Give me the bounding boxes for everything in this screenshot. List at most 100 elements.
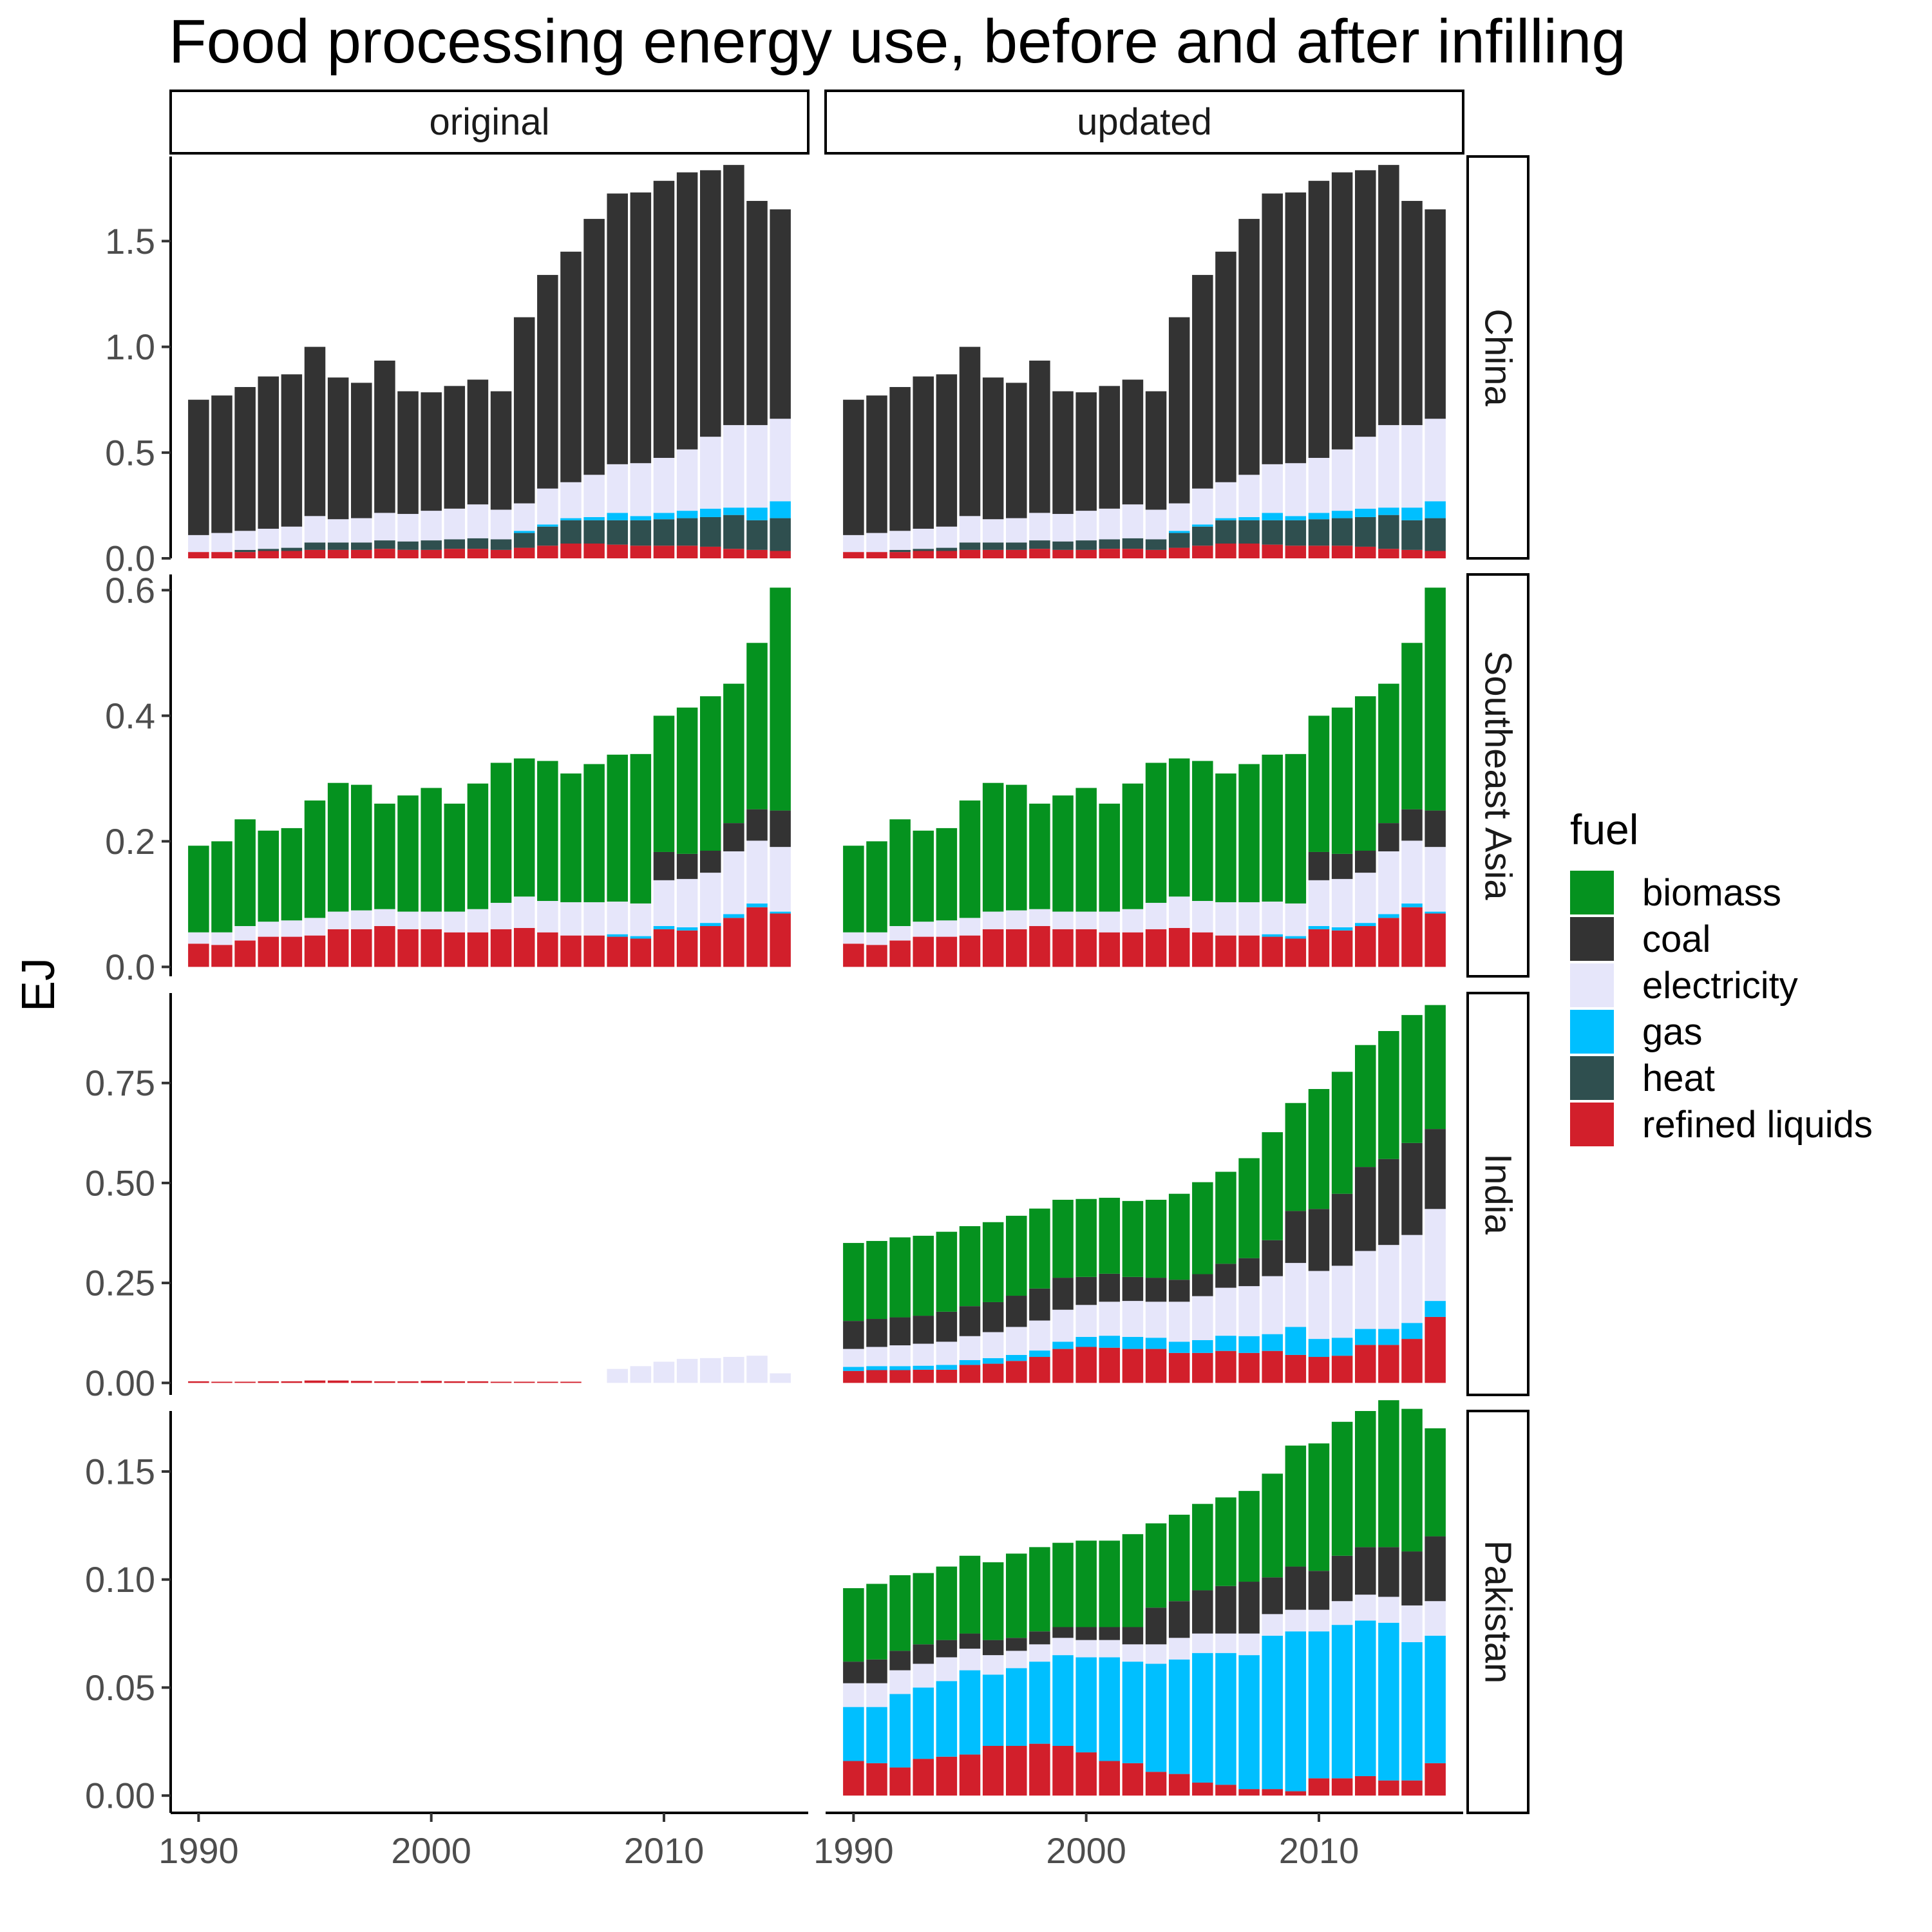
bar-biomass-1990 bbox=[843, 846, 864, 933]
bar-coal-2015 bbox=[1425, 209, 1446, 419]
bar-refined-liquids-1995 bbox=[304, 549, 326, 558]
bar-refined-liquids-2002 bbox=[467, 1381, 489, 1383]
bar-refined-liquids-2002 bbox=[1122, 1349, 1144, 1383]
bar-heat-1992 bbox=[889, 549, 911, 553]
bar-heat-2011 bbox=[676, 518, 698, 546]
bar-electricity-2009 bbox=[1285, 463, 1307, 516]
bar-gas-2014 bbox=[1401, 1642, 1423, 1781]
bar-gas-2001 bbox=[1099, 1657, 1121, 1761]
bar-electricity-2015 bbox=[1425, 847, 1446, 912]
bar-refined-liquids-2008 bbox=[1262, 1789, 1283, 1796]
bar-gas-2003 bbox=[1145, 1663, 1167, 1772]
bar-coal-2001 bbox=[1099, 386, 1121, 509]
bar-coal-1995 bbox=[959, 1633, 981, 1649]
bar-biomass-1991 bbox=[866, 841, 887, 933]
facet-strip-china bbox=[1466, 155, 1530, 560]
bar-refined-liquids-2015 bbox=[1425, 1763, 1446, 1796]
bar-heat-2002 bbox=[1122, 538, 1144, 549]
bar-refined-liquids-2008 bbox=[607, 936, 628, 967]
bar-electricity-2015 bbox=[770, 419, 791, 502]
legend-item-coal: coal bbox=[1570, 916, 1873, 962]
bar-biomass-1995 bbox=[304, 800, 326, 918]
bar-electricity-2010 bbox=[1308, 1271, 1330, 1340]
bar-coal-2013 bbox=[1378, 1159, 1399, 1245]
bar-coal-1994 bbox=[936, 1311, 958, 1342]
bar-refined-liquids-1999 bbox=[1052, 929, 1074, 967]
bar-gas-2010 bbox=[653, 513, 675, 520]
bar-refined-liquids-2007 bbox=[1238, 1789, 1260, 1796]
bar-electricity-1995 bbox=[959, 1336, 981, 1360]
bar-refined-liquids-1995 bbox=[959, 935, 981, 967]
bar-electricity-2002 bbox=[1122, 1644, 1144, 1662]
bar-electricity-2003 bbox=[490, 509, 512, 540]
bar-refined-liquids-2008 bbox=[1262, 1350, 1283, 1383]
bar-gas-1991 bbox=[866, 1707, 887, 1763]
bar-gas-2014 bbox=[1401, 507, 1423, 520]
bar-refined-liquids-2014 bbox=[746, 549, 768, 558]
bar-coal-2003 bbox=[1145, 1278, 1167, 1302]
bar-biomass-1997 bbox=[1006, 784, 1027, 911]
bar-electricity-2005 bbox=[1192, 1633, 1213, 1653]
bar-gas-2011 bbox=[676, 511, 698, 518]
bar-refined-liquids-2014 bbox=[1401, 1780, 1423, 1796]
bar-electricity-2001 bbox=[1099, 1640, 1121, 1658]
bar-refined-liquids-2012 bbox=[699, 926, 721, 967]
bar-refined-liquids-1995 bbox=[304, 1380, 326, 1383]
bar-biomass-2008 bbox=[1262, 754, 1283, 902]
bar-coal-2014 bbox=[1401, 1551, 1423, 1605]
bar-gas-2011 bbox=[1331, 511, 1353, 518]
bar-heat-1993 bbox=[913, 549, 934, 551]
bar-refined-liquids-2000 bbox=[1075, 549, 1097, 558]
bar-refined-liquids-1999 bbox=[1052, 1349, 1074, 1383]
bar-gas-2015 bbox=[1425, 1635, 1446, 1763]
bar-biomass-2001 bbox=[1099, 1197, 1121, 1274]
bar-gas-2004 bbox=[1168, 531, 1190, 533]
bar-biomass-2003 bbox=[490, 762, 512, 903]
bar-coal-1999 bbox=[1052, 1627, 1074, 1638]
bar-biomass-2013 bbox=[1378, 1030, 1399, 1159]
bar-biomass-2002 bbox=[1122, 1200, 1144, 1277]
bar-gas-2010 bbox=[1308, 513, 1330, 520]
facet-strip-pakistan bbox=[1466, 1410, 1530, 1814]
bar-electricity-2012 bbox=[1354, 437, 1376, 509]
bar-coal-2015 bbox=[1425, 810, 1446, 848]
bar-coal-2004 bbox=[1168, 317, 1190, 504]
bar-coal-2000 bbox=[1075, 392, 1097, 511]
bar-electricity-2004 bbox=[513, 896, 535, 928]
bar-electricity-2011 bbox=[676, 449, 698, 511]
bar-gas-2013 bbox=[723, 914, 744, 918]
bar-electricity-1995 bbox=[959, 918, 981, 936]
bar-refined-liquids-2007 bbox=[1238, 1352, 1260, 1383]
bar-heat-2009 bbox=[630, 520, 652, 546]
bar-refined-liquids-2011 bbox=[1331, 1356, 1353, 1383]
bar-refined-liquids-1991 bbox=[866, 552, 887, 558]
bar-gas-2014 bbox=[1401, 903, 1423, 907]
bar-biomass-1998 bbox=[1029, 1547, 1050, 1632]
bar-refined-liquids-2001 bbox=[1099, 932, 1121, 967]
bar-gas-1993 bbox=[913, 1365, 934, 1370]
bar-refined-liquids-2015 bbox=[1425, 1316, 1446, 1383]
bar-refined-liquids-2005 bbox=[537, 545, 558, 558]
bar-biomass-2004 bbox=[1168, 1193, 1190, 1280]
bar-coal-2010 bbox=[1308, 851, 1330, 880]
bar-refined-liquids-1991 bbox=[866, 1370, 887, 1383]
bar-refined-liquids-1999 bbox=[397, 549, 419, 558]
bar-electricity-1993 bbox=[258, 529, 279, 549]
bar-refined-liquids-1990 bbox=[843, 552, 864, 558]
bar-coal-1992 bbox=[234, 386, 256, 531]
bar-gas-1990 bbox=[843, 1707, 864, 1761]
bar-electricity-2011 bbox=[676, 1359, 698, 1383]
bar-electricity-2004 bbox=[1168, 1302, 1190, 1342]
y-tick-label: 1.5 bbox=[105, 221, 155, 261]
bar-refined-liquids-2002 bbox=[1122, 549, 1144, 558]
bar-gas-2009 bbox=[1285, 936, 1307, 939]
bar-refined-liquids-2008 bbox=[607, 544, 628, 558]
bar-coal-2004 bbox=[1168, 1601, 1190, 1638]
bar-gas-2011 bbox=[1331, 1338, 1353, 1356]
bar-coal-1997 bbox=[351, 383, 372, 518]
bar-electricity-2014 bbox=[746, 1356, 768, 1383]
bar-refined-liquids-2004 bbox=[513, 1381, 535, 1383]
bar-refined-liquids-2012 bbox=[699, 546, 721, 558]
bar-electricity-2003 bbox=[1145, 1302, 1167, 1338]
bar-coal-2012 bbox=[1354, 851, 1376, 873]
